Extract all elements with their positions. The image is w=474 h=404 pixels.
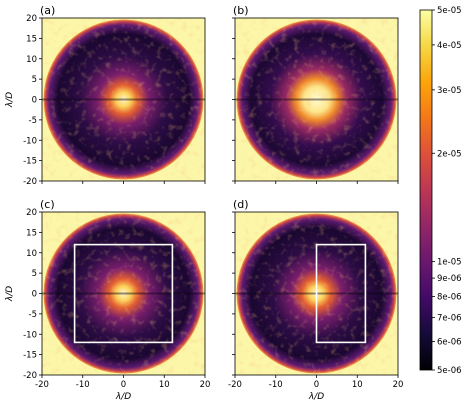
panel-label: (a) bbox=[40, 4, 55, 17]
x-tick-label: 20 bbox=[393, 380, 404, 390]
panel-a-image bbox=[42, 18, 205, 181]
center-lane bbox=[235, 98, 398, 101]
x-tick-label: -20 bbox=[228, 380, 242, 390]
x-axis-label: λ/D bbox=[115, 392, 131, 402]
x-tick-label: -10 bbox=[76, 380, 90, 390]
panel-c: (c) -20 -15 -10 -5 0 5 10 15 20 -20 -10 0 10 20 λ/D λ/D bbox=[5, 198, 210, 402]
colorbar-gradient bbox=[419, 9, 433, 371]
panel-label: (c) bbox=[40, 198, 55, 211]
y-tick-label: 15 bbox=[26, 34, 37, 44]
region-box bbox=[73, 243, 174, 344]
colorbar-tick-label: 5e-06 bbox=[437, 366, 462, 376]
panel-d: (d) -20 -10 0 10 20 λ/D bbox=[228, 198, 403, 402]
center-lane bbox=[42, 98, 205, 101]
y-tick-label: 0 bbox=[32, 290, 37, 300]
y-tick-label: -10 bbox=[23, 136, 37, 146]
y-tick-label: -5 bbox=[29, 310, 37, 320]
colorbar-tick-label: 8e-06 bbox=[437, 293, 462, 303]
x-tick-label: 0 bbox=[121, 380, 126, 390]
speckle-texture bbox=[235, 18, 398, 181]
colorbar-tick-label: 6e-06 bbox=[437, 337, 462, 347]
colorbar-tick-label: 1e-05 bbox=[437, 258, 462, 268]
x-tick-label: 10 bbox=[159, 380, 170, 390]
speckle-texture bbox=[42, 18, 205, 181]
colorbar-tick-label: 5e-05 bbox=[437, 6, 462, 16]
y-tick-label: 20 bbox=[26, 208, 37, 218]
y-tick-label: 15 bbox=[26, 228, 37, 238]
y-tick-label: 5 bbox=[32, 75, 37, 85]
panel-a: (a) -20 -15 -10 -5 0 5 10 15 20 λ/D bbox=[5, 4, 206, 187]
center-lane bbox=[42, 292, 205, 295]
colorbar-tick-label: 7e-06 bbox=[437, 313, 462, 323]
x-tick-label: 20 bbox=[200, 380, 211, 390]
colorbar-tick-label: 4e-05 bbox=[437, 41, 462, 51]
colorbar-tick-label: 9e-06 bbox=[437, 274, 462, 284]
x-axis-label: λ/D bbox=[308, 392, 324, 402]
x-tick-label: 0 bbox=[314, 380, 319, 390]
y-axis-label: λ/D bbox=[5, 92, 15, 108]
y-tick-label: 10 bbox=[26, 249, 37, 259]
region-box bbox=[315, 243, 367, 344]
x-tick-label: -20 bbox=[35, 380, 49, 390]
y-tick-label: 0 bbox=[32, 96, 37, 106]
y-tick-label: -5 bbox=[29, 116, 37, 126]
y-tick-label: 20 bbox=[26, 14, 37, 24]
speckle-texture bbox=[42, 212, 205, 375]
y-tick-label: 10 bbox=[26, 55, 37, 65]
y-tick-label: -20 bbox=[23, 371, 37, 381]
y-tick-label: -15 bbox=[23, 157, 37, 167]
y-tick-label: -15 bbox=[23, 351, 37, 361]
panels-group: (a) -20 -15 -10 -5 0 5 10 15 20 λ/D (b) (c) -20 -15 -10… bbox=[5, 4, 403, 402]
y-tick-label: 5 bbox=[32, 269, 37, 279]
colorbar: 5e-05 4e-05 3e-05 2e-05 1e-05 9e-06 8e-06 7e-06… bbox=[419, 6, 462, 376]
colorbar-tick-label: 2e-05 bbox=[437, 149, 462, 159]
y-tick-label: -20 bbox=[23, 177, 37, 187]
x-tick-label: 10 bbox=[352, 380, 363, 390]
colorbar-tick-label: 3e-05 bbox=[437, 86, 462, 96]
y-tick-label: -10 bbox=[23, 330, 37, 340]
panel-label: (d) bbox=[233, 198, 249, 211]
x-tick-label: -10 bbox=[269, 380, 283, 390]
panel-label: (b) bbox=[233, 4, 249, 17]
panel-c-image bbox=[42, 212, 205, 375]
panel-b: (b) bbox=[232, 4, 399, 184]
panel-b-image bbox=[235, 18, 398, 181]
y-axis-label: λ/D bbox=[5, 286, 15, 302]
